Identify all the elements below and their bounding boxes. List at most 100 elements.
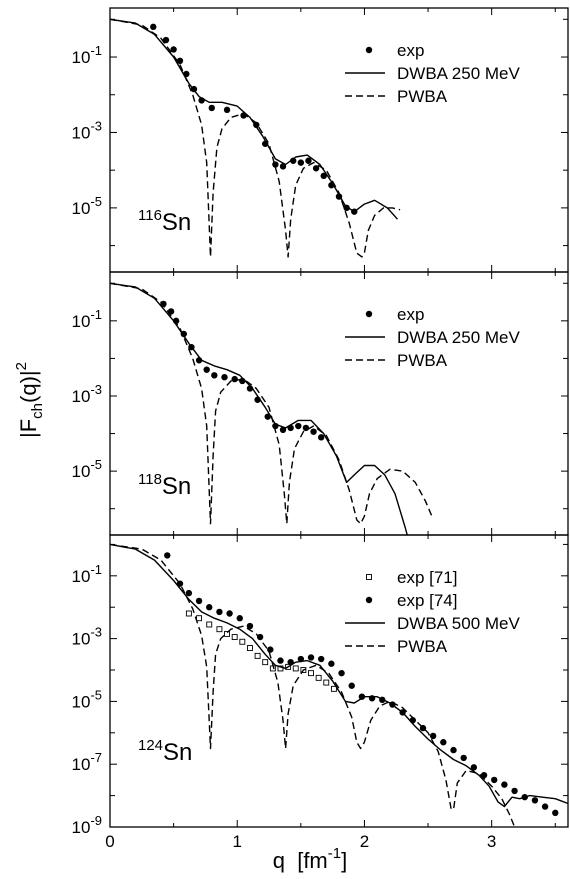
y-tick-exp: -9 [90, 813, 102, 828]
legend-entry: PWBA [345, 351, 448, 370]
y-tick-exp: -1 [90, 307, 102, 322]
x-tick-label: 2 [360, 832, 369, 851]
y-tick-base: 10 [72, 123, 91, 142]
legend-label: DWBA 500 MeV [397, 614, 520, 633]
series-group [110, 18, 401, 258]
y-axis-label-exp: 2 [13, 362, 30, 370]
y-tick-base: 10 [72, 755, 91, 774]
x-tick-label: 0 [105, 832, 114, 851]
data-point [216, 626, 223, 633]
y-tick-base: 10 [72, 567, 91, 586]
data-point [246, 622, 254, 630]
series-dwba-500-mev-line [110, 543, 568, 808]
data-point [320, 172, 327, 180]
nucleus-label: 116Sn [138, 207, 191, 236]
data-point [348, 682, 355, 689]
legend-marker [365, 310, 373, 318]
series-dwba-250-mev-line [110, 282, 408, 535]
data-point [328, 660, 335, 667]
legend-marker [365, 596, 373, 604]
y-tick-label: 10-1 [72, 562, 102, 586]
data-point [185, 610, 192, 617]
nucleus-label: 118Sn [138, 471, 191, 500]
data-point [164, 552, 171, 559]
data-point [317, 655, 325, 663]
data-point [196, 615, 203, 622]
y-tick-base: 10 [72, 48, 91, 67]
legend-label: exp [397, 41, 424, 60]
data-point [552, 809, 559, 817]
data-point [231, 375, 238, 383]
y-tick-base: 10 [72, 818, 91, 837]
series-pwba-line [110, 282, 433, 525]
y-tick-label: 10-7 [72, 750, 102, 774]
data-point [312, 165, 320, 172]
legend-label: exp [74] [397, 591, 458, 610]
nucleus-symbol: Sn [162, 473, 191, 500]
x-axis-label-main: q [fm [273, 848, 328, 873]
data-point [511, 787, 518, 795]
legend-marker [366, 574, 372, 580]
x-axis-label-close: ] [341, 848, 347, 873]
y-tick-base: 10 [72, 387, 91, 406]
legend-entry: exp [365, 41, 424, 60]
series-group [110, 543, 568, 827]
y-axis-label-rest: (q)| [16, 370, 41, 403]
data-point [460, 754, 467, 762]
data-point [302, 424, 310, 432]
legend-entry: exp [74] [365, 591, 458, 610]
y-tick-base: 10 [72, 630, 91, 649]
data-point [208, 104, 215, 112]
legend-label: exp [397, 305, 424, 324]
series-exp-74-points [164, 552, 559, 817]
data-point [491, 776, 498, 784]
data-point [470, 764, 478, 771]
legend-label: PWBA [397, 87, 448, 106]
series-exp-71-points [185, 610, 337, 692]
legend-entry: PWBA [345, 637, 448, 656]
data-point [297, 159, 305, 166]
data-point [236, 615, 243, 622]
series-exp-points [150, 23, 358, 215]
data-point [224, 630, 230, 637]
legend-marker [365, 46, 373, 54]
data-point [254, 652, 261, 659]
data-point [315, 674, 322, 681]
series-group [110, 282, 433, 535]
y-tick-base: 10 [72, 312, 91, 331]
nucleus-symbol: Sn [162, 209, 191, 236]
data-point [226, 610, 233, 617]
data-point [317, 434, 325, 441]
legend-label: exp [71] [397, 568, 458, 587]
nucleus-label: 124Sn [138, 737, 192, 766]
data-point [279, 163, 287, 170]
data-point [531, 797, 539, 804]
nucleus-mass: 118 [138, 471, 162, 488]
data-point [216, 608, 223, 616]
data-point [440, 739, 447, 746]
data-point [221, 374, 228, 381]
y-tick-label: 10-3 [72, 382, 102, 406]
data-point [162, 36, 170, 44]
y-tick-base: 10 [72, 692, 91, 711]
legend-label: PWBA [397, 351, 448, 370]
nucleus-mass: 124 [138, 737, 163, 754]
y-tick-exp: -3 [90, 118, 102, 133]
plot-frame [109, 534, 569, 828]
data-point [256, 633, 264, 641]
x-axis-label-exp: -1 [328, 845, 341, 862]
legend-label: DWBA 250 MeV [397, 328, 520, 347]
data-point [450, 746, 457, 754]
data-point [323, 679, 330, 686]
data-point [211, 372, 218, 379]
y-tick-label: 10-1 [72, 43, 102, 67]
data-point [176, 57, 184, 64]
legend-entry: exp [365, 305, 424, 324]
data-point [290, 157, 297, 164]
data-point [195, 597, 203, 605]
legend-entry: PWBA [345, 87, 448, 106]
data-point [246, 645, 253, 651]
